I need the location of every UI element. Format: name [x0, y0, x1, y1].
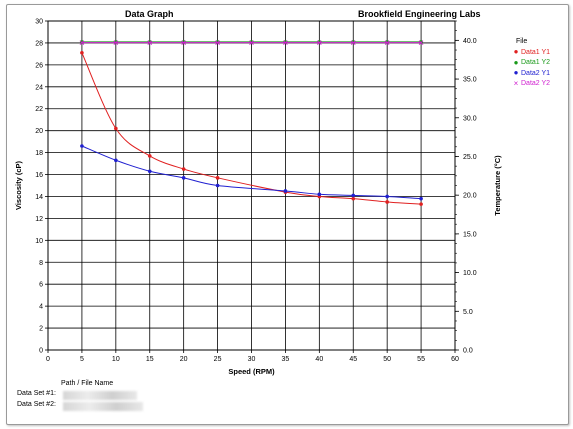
series-point-1 [80, 51, 84, 55]
legend-marker: ● [513, 68, 519, 77]
y-tick-label: 22 [35, 106, 43, 113]
series-point-3 [419, 196, 423, 201]
y2-tick-label: 5.0 [463, 309, 473, 316]
x-tick-label: 25 [214, 356, 222, 363]
series-point-3 [317, 192, 322, 197]
y-tick-label: 8 [39, 260, 43, 267]
legend-label: Data2 Y2 [521, 80, 551, 87]
series-point-1 [215, 176, 220, 180]
y2-tick-label: 15.0 [463, 231, 477, 238]
y-tick-label: 28 [35, 40, 43, 47]
x-tick-label: 40 [315, 356, 323, 363]
x-tick-label: 30 [248, 356, 256, 363]
footer-header: Path / File Name [61, 380, 114, 387]
series-point-1 [147, 154, 152, 158]
y-tick-label: 10 [35, 238, 43, 245]
y-tick-label: 12 [35, 216, 43, 223]
y2-tick-label: 30.0 [463, 115, 477, 122]
series-point-3 [114, 158, 118, 163]
x-tick-label: 20 [180, 356, 188, 363]
legend-marker: ● [513, 57, 519, 67]
series-line-3 [81, 145, 422, 200]
y-tick-label: 30 [35, 19, 43, 26]
series-point-3 [215, 183, 220, 188]
redacted-path-2 [63, 402, 143, 411]
y2-tick-label: 20.0 [463, 193, 477, 200]
series-point-4 [181, 40, 186, 45]
legend-label: Data1 Y2 [521, 59, 551, 66]
series-point-4 [384, 40, 390, 45]
y-tick-label: 4 [39, 304, 43, 311]
series-point-4 [113, 40, 119, 45]
x-tick-label: 15 [146, 356, 154, 363]
series-point-4 [147, 40, 153, 45]
y-tick-label: 6 [39, 282, 43, 289]
legend-title: File [516, 38, 528, 45]
y-tick-label: 16 [35, 172, 43, 179]
series-point-1 [385, 200, 389, 204]
y2-tick-label: 10.0 [463, 270, 477, 277]
x-tick-label: 0 [46, 356, 50, 363]
chart-svg: 0 5 10 15 20 25 30 35 40 45 50 55 600246810121416182… [14, 19, 502, 377]
y2-tick-label: 0.0 [463, 348, 473, 355]
series-point-3 [351, 193, 356, 198]
series-point-1 [419, 202, 423, 206]
chart-frame: Data Graph Brookfield Engineering Labs 0… [6, 4, 569, 425]
series-point-3 [385, 194, 389, 199]
legend-marker: × [513, 78, 519, 88]
x-tick-label: 50 [383, 356, 391, 363]
x-tick-label: 35 [282, 356, 290, 363]
x-tick-label: 60 [451, 356, 459, 363]
y2-axis-label: Temperature (°C) [493, 155, 502, 216]
series-point-4 [350, 40, 356, 45]
legend-marker: ● [513, 47, 519, 56]
y-tick-label: 14 [35, 194, 43, 201]
x-tick-label: 10 [112, 356, 120, 363]
series-point-4 [79, 40, 85, 45]
series-point-4 [283, 40, 288, 45]
series-point-4 [249, 40, 254, 45]
legend-label: Data2 Y1 [521, 69, 551, 77]
series-point-4 [215, 40, 220, 45]
y-axis-label: Viscosity (cP) [14, 160, 23, 210]
series-point-4 [317, 40, 322, 45]
redacted-path-1 [63, 391, 137, 400]
series-point-1 [181, 167, 186, 171]
y-tick-label: 20 [35, 128, 43, 135]
x-tick-label: 55 [417, 356, 425, 363]
legend-item-4: × Data2 Y2 [511, 78, 551, 88]
series-point-3 [283, 189, 288, 193]
footer-row2-label: Data Set #2: [17, 401, 56, 408]
x-tick-label: 45 [349, 356, 357, 363]
series-point-1 [114, 126, 118, 131]
legend-item-3: ● Data2 Y1 [511, 69, 550, 77]
y-tick-label: 18 [35, 150, 43, 157]
x-tick-label: 5 [80, 356, 84, 363]
series-point-3 [147, 169, 152, 174]
y-tick-label: 26 [35, 62, 43, 69]
y2-tick-label: 40.0 [463, 38, 477, 45]
y-tick-label: 0 [39, 348, 43, 355]
y-tick-label: 2 [39, 326, 43, 333]
x-axis-label: Speed (RPM) [228, 367, 275, 376]
chart-title: Data Graph [125, 9, 174, 19]
series-point-1 [351, 196, 356, 201]
y2-tick-label: 35.0 [463, 77, 477, 84]
series-point-3 [181, 176, 186, 180]
series-point-3 [80, 144, 84, 148]
legend-item-2: ● Data1 Y2 [511, 57, 551, 67]
series-line-1 [81, 52, 422, 205]
series-point-4 [418, 40, 424, 45]
legend-label: Data1 Y1 [521, 48, 551, 56]
y2-tick-label: 25.0 [463, 154, 477, 161]
y-tick-label: 24 [35, 84, 43, 91]
footer-row1-label: Data Set #1: [17, 390, 56, 397]
chart-subtitle: Brookfield Engineering Labs [358, 9, 481, 19]
legend-item-1: ● Data1 Y1 [511, 48, 550, 56]
